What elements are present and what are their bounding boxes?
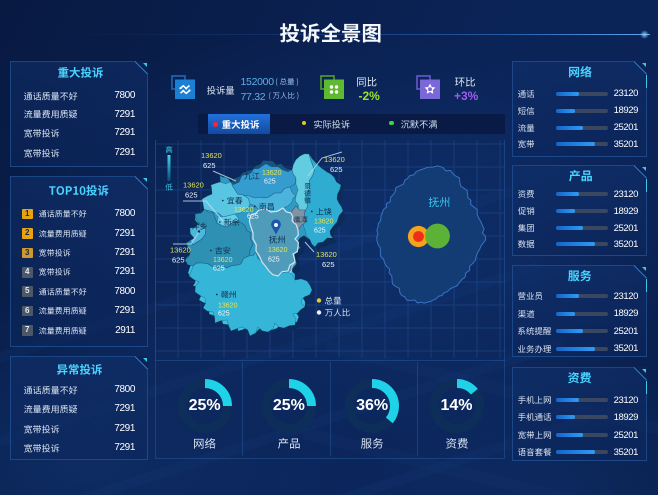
svg-text:13620: 13620 bbox=[314, 219, 334, 226]
svg-text:625: 625 bbox=[264, 179, 276, 186]
svg-text:625: 625 bbox=[247, 214, 259, 221]
svg-text:13620: 13620 bbox=[183, 181, 204, 190]
svg-text:13620: 13620 bbox=[170, 246, 191, 255]
svg-text:625: 625 bbox=[218, 311, 230, 318]
svg-text:13620: 13620 bbox=[268, 247, 288, 254]
svg-text:625: 625 bbox=[268, 257, 280, 264]
svg-text:625: 625 bbox=[213, 266, 225, 273]
svg-text:625: 625 bbox=[203, 161, 216, 170]
svg-text:13620: 13620 bbox=[262, 170, 282, 177]
svg-text:13620: 13620 bbox=[234, 207, 254, 214]
svg-text:625: 625 bbox=[330, 165, 343, 174]
svg-text:13620: 13620 bbox=[324, 155, 345, 164]
svg-text:625: 625 bbox=[185, 191, 198, 200]
svg-text:13620: 13620 bbox=[213, 257, 233, 264]
svg-text:13620: 13620 bbox=[201, 151, 222, 160]
svg-text:625: 625 bbox=[314, 228, 326, 235]
svg-text:625: 625 bbox=[322, 260, 335, 269]
svg-text:625: 625 bbox=[172, 256, 185, 265]
svg-text:13620: 13620 bbox=[218, 303, 238, 310]
svg-text:13620: 13620 bbox=[316, 250, 337, 259]
